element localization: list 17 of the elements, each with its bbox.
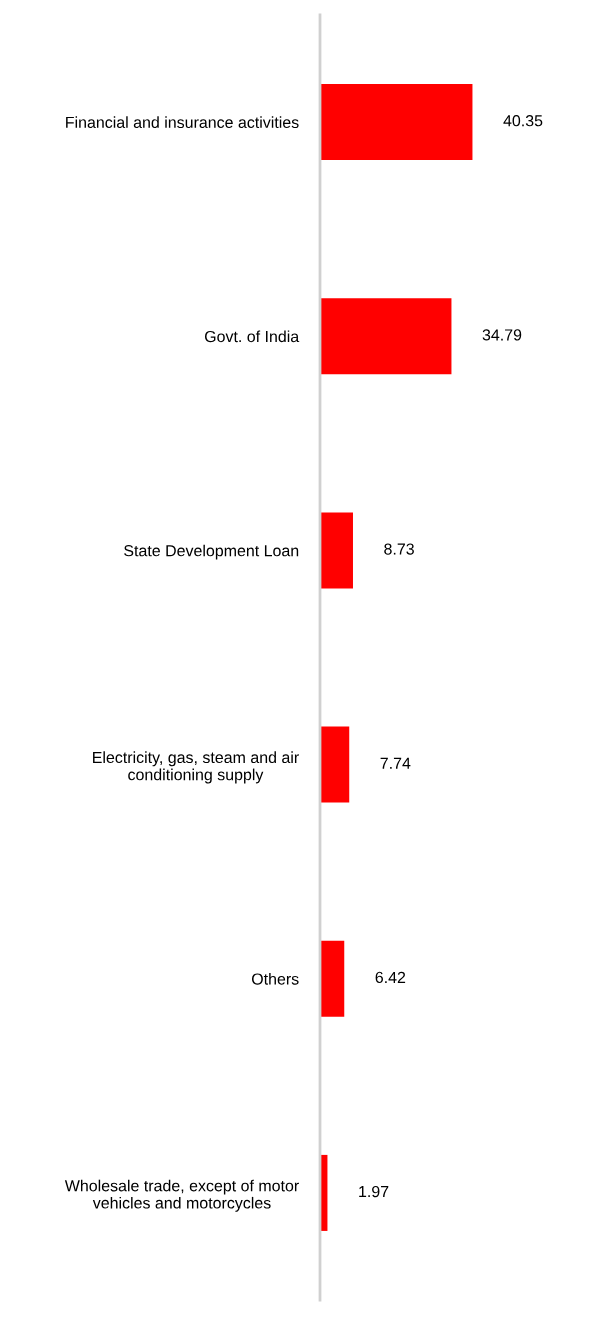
bar (320, 726, 350, 803)
data-label: 1.97 (359, 1185, 389, 1198)
y-tick-label: Others (251, 972, 299, 985)
bar (320, 298, 452, 375)
data-label: 7.74 (380, 757, 411, 769)
y-tick-label: State Development Loan (124, 544, 299, 560)
data-label: 40.35 (503, 115, 543, 127)
y-tick-label: Wholesale trade, except of motor vehicles and motorcycles (64, 1179, 299, 1212)
y-tick-label: Financial and insurance activities (66, 116, 299, 129)
y-tick-label: Govt. of India (204, 330, 300, 343)
data-label: 34.79 (482, 329, 522, 341)
y-tick-label: Electricity, gas, steam and air conditioning supply (93, 751, 299, 784)
data-label: 6.42 (375, 971, 406, 984)
bar (320, 512, 353, 589)
data-label: 8.73 (384, 543, 414, 555)
bar (320, 940, 345, 1017)
bar (320, 84, 473, 161)
